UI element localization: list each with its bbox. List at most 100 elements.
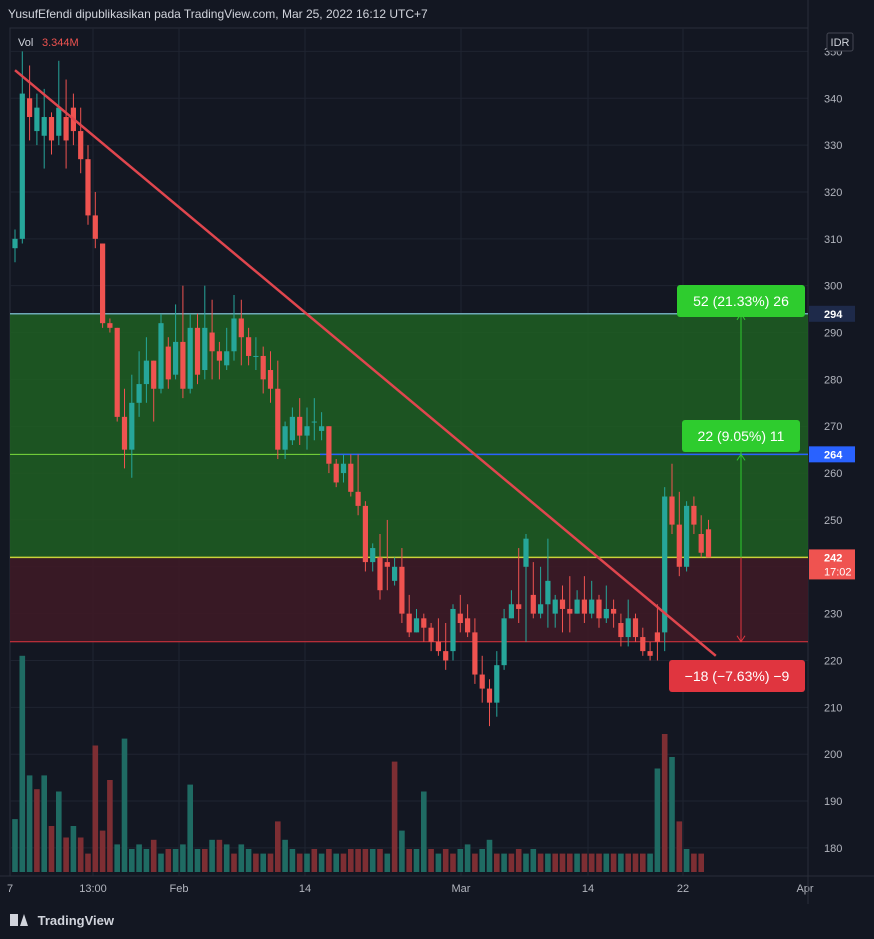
volume-bar <box>267 853 274 872</box>
candle <box>180 285 186 399</box>
volume-bar <box>348 849 354 872</box>
candle-body <box>618 623 624 638</box>
candle <box>457 594 463 633</box>
volume-bar <box>362 849 369 872</box>
volume-bar <box>202 849 208 872</box>
candle <box>618 613 624 647</box>
candle-body <box>654 632 660 642</box>
volume-bar <box>442 849 449 872</box>
measure-label-bg <box>682 420 800 452</box>
candles <box>12 51 712 727</box>
candle-body <box>238 318 244 338</box>
candle <box>530 562 536 619</box>
candle <box>589 580 595 619</box>
volume-bar <box>19 655 26 872</box>
candle <box>19 51 25 244</box>
x-tick-label: 7 <box>7 883 13 895</box>
candle-body <box>538 604 544 614</box>
candle-body <box>406 613 412 633</box>
y-tick-label: 320 <box>824 187 842 199</box>
candle <box>662 487 668 652</box>
candle <box>421 613 427 642</box>
volume-bar <box>85 853 91 872</box>
volume-bar <box>289 849 296 872</box>
volume-legend-label: Vol <box>18 37 33 49</box>
publisher-text: YusufEfendi dipublikasikan pada TradingV… <box>8 7 428 21</box>
candle-body <box>78 131 84 160</box>
volume-bar <box>377 849 383 872</box>
measure-label: −18 (−7.63%) −9 <box>669 660 805 692</box>
candle-body <box>267 370 274 389</box>
candle-body <box>479 674 485 689</box>
volume-bar <box>187 784 193 872</box>
candle <box>684 501 690 572</box>
measure-label-bg <box>677 285 805 317</box>
candle-body <box>508 604 514 619</box>
candle <box>370 543 376 572</box>
candle <box>705 519 712 558</box>
candle-body <box>19 93 25 239</box>
candle <box>41 88 47 169</box>
candle <box>611 599 617 628</box>
price-tag-264-bg <box>809 446 855 463</box>
current-price-value: 242 <box>824 552 842 564</box>
candle-body <box>12 238 18 249</box>
current-price-time: 17:02 <box>824 566 852 578</box>
volume-bar <box>413 849 420 872</box>
measure-label-text: 22 (9.05%) 11 <box>698 428 785 444</box>
volume-bar <box>318 853 325 872</box>
candle <box>691 496 697 534</box>
candle <box>48 112 55 155</box>
candle <box>640 627 646 656</box>
candle <box>282 421 288 460</box>
y-tick-label: 310 <box>824 234 842 246</box>
y-tick-label: 300 <box>824 281 842 293</box>
candle <box>443 623 449 670</box>
volume-bar <box>99 830 106 872</box>
candle-body <box>216 351 222 361</box>
candle-body <box>187 327 193 389</box>
candle-body <box>151 360 157 389</box>
x-tick-label: Apr <box>796 883 813 895</box>
candle <box>340 454 347 483</box>
candle-body <box>202 327 208 371</box>
candle-body <box>297 416 303 436</box>
price-chart[interactable]: 1801902002102202302402502602702802903003… <box>0 0 874 904</box>
volume-bar <box>450 853 456 872</box>
price-tag-294-bg <box>809 305 855 322</box>
candle-body <box>107 323 113 328</box>
trendline <box>14 69 717 657</box>
candle-body <box>224 351 230 366</box>
candle-body <box>450 608 456 652</box>
volume-bar <box>340 853 347 872</box>
x-tick-label: 22 <box>677 883 689 895</box>
candle-body <box>92 215 98 239</box>
volume-bar <box>238 844 245 872</box>
zone-profit <box>10 313 808 558</box>
candle-body <box>209 332 215 352</box>
candle <box>267 351 274 403</box>
candle <box>574 590 580 614</box>
candle-body <box>48 117 55 141</box>
currency-box <box>826 32 854 52</box>
candle-body <box>443 651 449 661</box>
candle-body <box>603 608 609 619</box>
volume-bars <box>12 655 704 872</box>
candle-body <box>333 463 339 483</box>
volume-bar <box>129 849 135 872</box>
volume-bar <box>428 849 434 872</box>
candle <box>100 243 106 328</box>
volume-bar <box>333 853 339 872</box>
volume-bar <box>625 853 631 872</box>
volume-bar <box>647 853 653 872</box>
candle-body <box>486 688 493 703</box>
candle-body <box>275 388 281 450</box>
volume-bar <box>494 853 500 872</box>
candle-body <box>384 562 390 567</box>
tradingview-logo[interactable]: TradingView <box>10 913 114 928</box>
currency-label: IDR <box>831 37 850 49</box>
candle-body <box>545 580 551 605</box>
candle-body <box>501 618 507 666</box>
candle-body <box>684 505 690 567</box>
candle <box>362 501 368 572</box>
